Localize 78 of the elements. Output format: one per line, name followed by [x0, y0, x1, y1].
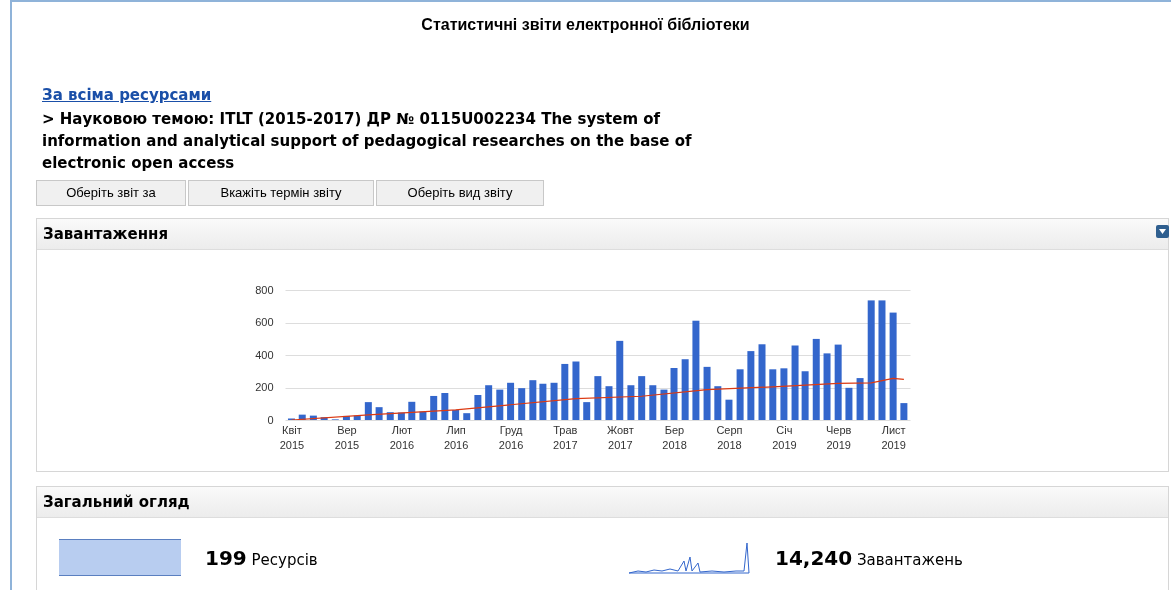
text: Завантаження	[37, 219, 1168, 250]
bar	[845, 387, 853, 420]
bar	[692, 320, 700, 420]
bar	[485, 385, 493, 420]
y-tick-label: 400	[255, 348, 274, 361]
bar	[594, 376, 602, 420]
bar	[572, 361, 580, 420]
bar	[747, 351, 755, 420]
bar	[725, 399, 733, 420]
bar	[758, 344, 766, 420]
bar	[375, 407, 383, 420]
x-tick-label: Груд 2016	[498, 423, 524, 451]
bar	[627, 385, 635, 420]
bar	[539, 383, 547, 420]
bar	[474, 394, 482, 420]
bar	[518, 388, 526, 420]
y-tick-label: 600	[255, 316, 274, 328]
x-tick-label: Січ 2019	[772, 423, 797, 451]
x-tick-label: Вер 2015	[334, 423, 360, 451]
bar	[430, 395, 438, 420]
bar	[780, 368, 788, 420]
y-tick-label: 800	[255, 283, 274, 296]
bar	[550, 382, 558, 420]
bar	[670, 368, 678, 420]
bar	[791, 345, 799, 420]
text: Оберіть звіт за	[36, 180, 186, 206]
bar	[463, 413, 471, 420]
text: Ресурсів	[251, 551, 318, 569]
x-tick-label: Лип 2016	[443, 423, 469, 451]
bar	[823, 353, 831, 420]
bar	[660, 389, 668, 420]
bar	[856, 378, 864, 420]
bar	[364, 402, 372, 420]
y-tick-label: 200	[255, 381, 274, 393]
bar	[834, 344, 842, 420]
bar	[867, 300, 875, 420]
text: 199	[205, 546, 247, 570]
x-tick-label: Лют 2016	[389, 423, 415, 451]
text: 14,240	[775, 546, 853, 570]
y-tick-label: 0	[267, 413, 274, 426]
x-tick-label: Трав 2017	[553, 423, 578, 451]
x-tick-label: Квіт 2015	[279, 423, 305, 451]
bar	[561, 363, 569, 420]
x-tick-label: Лист 2019	[881, 423, 906, 451]
bar	[441, 393, 449, 420]
bar	[507, 382, 515, 420]
text: Статистичні звіти електронної бібліотеки	[420, 16, 751, 34]
bar	[714, 386, 722, 420]
bar	[616, 340, 624, 420]
bar	[583, 402, 591, 420]
bar	[605, 386, 613, 420]
bar	[681, 359, 689, 420]
bar	[529, 380, 537, 420]
bar	[900, 403, 908, 420]
x-tick-label: Черв 2019	[825, 423, 852, 451]
x-tick-label: Бер 2018	[662, 423, 687, 451]
bar	[801, 371, 809, 420]
bar	[703, 366, 711, 420]
bar	[649, 385, 657, 420]
bar	[889, 312, 897, 420]
text: Загальний огляд	[37, 487, 1168, 518]
bar	[812, 338, 820, 420]
bar	[408, 401, 416, 420]
line-series	[290, 377, 905, 420]
x-tick-label: Жовт 2017	[606, 423, 634, 451]
text: Вкажіть термін звіту	[188, 180, 374, 206]
bar	[736, 369, 744, 420]
bar	[419, 411, 427, 420]
text: Завантажень	[856, 551, 963, 569]
text: За всіма ресурсами	[42, 86, 212, 104]
bar	[878, 300, 886, 420]
bar	[496, 389, 504, 420]
bar	[452, 409, 460, 420]
x-tick-label: Серп 2018	[716, 423, 743, 451]
bar	[638, 376, 646, 420]
text: Оберіть вид звіту	[376, 180, 544, 206]
bar	[769, 369, 777, 420]
text: > Науковою темою: ITLT (2015-2017) ДР № 0115U002234 The system of information and analytical support of pedagogical researches on the base of electronic open access	[42, 109, 693, 174]
